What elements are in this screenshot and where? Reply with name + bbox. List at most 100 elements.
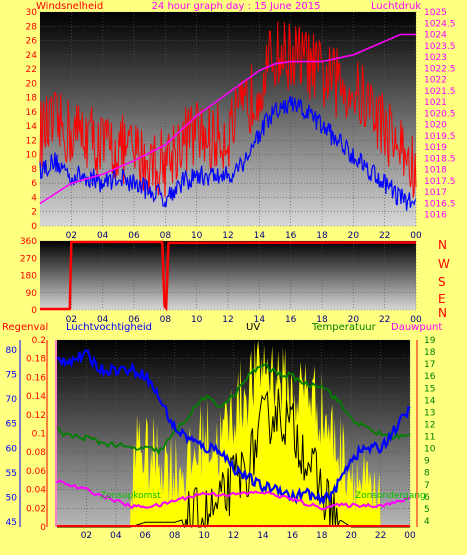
rain-y-tick: 0.1 <box>32 430 46 440</box>
multi-x-tick: 04 <box>110 531 122 541</box>
temperature-y-tick: 15 <box>424 384 435 394</box>
temperature-y-tick: 9 <box>424 457 430 467</box>
multi-x-tick: 02 <box>81 531 92 541</box>
pressure-y-tick: 1022 <box>424 76 447 86</box>
humidity-series <box>56 349 411 506</box>
rain-y-tick: 0.08 <box>26 448 46 458</box>
wind-y-tick: 18 <box>26 94 38 104</box>
direction-series-group <box>40 240 417 312</box>
sunrise-label: Zonsopkomst <box>100 491 161 501</box>
multi-x-tick: 16 <box>287 531 299 541</box>
pressure-y-tick: 1016 <box>424 211 447 221</box>
pressure-y-tick: 1020 <box>424 121 447 131</box>
compass-w: W <box>438 257 450 271</box>
temperature-y-tick: 16 <box>424 372 436 382</box>
compass-s: S <box>438 275 446 289</box>
rain-y-tick: 0.06 <box>26 467 46 477</box>
direction-x-tick: 14 <box>254 315 266 325</box>
multi-x-tick: 10 <box>198 531 210 541</box>
direction-x-tick: 04 <box>97 315 109 325</box>
direction-x-tick: 00 <box>410 315 422 325</box>
rain-y-tick: 0.04 <box>26 486 46 496</box>
humidity-y-tick: 80 <box>6 346 18 356</box>
direction-y-tick: 180 <box>20 272 37 282</box>
dewpoint-series <box>56 479 411 511</box>
temperature-series <box>56 362 411 456</box>
temperature-y-tick: 4 <box>424 517 430 527</box>
wind-x-axis: 02 04 06 08 10 12 14 16 18 20 22 00 <box>66 231 422 241</box>
wind-x-tick: 06 <box>128 231 140 241</box>
direction-x-tick: 20 <box>348 315 360 325</box>
pressure-y-tick: 1019.5 <box>424 132 456 142</box>
wind-x-tick: 22 <box>379 231 390 241</box>
humidity-y-tick: 65 <box>6 420 17 430</box>
temperature-y-tick: 17 <box>424 360 435 370</box>
humidity-y-tick: 60 <box>6 444 18 454</box>
direction-x-tick: 10 <box>191 315 203 325</box>
wind-x-tick: 02 <box>66 231 77 241</box>
temperature-y-tick: 13 <box>424 408 435 418</box>
rain-y-tick: 0.02 <box>26 504 46 514</box>
temperature-y-tick: 5 <box>424 505 430 515</box>
pressure-y-tick: 1025 <box>424 8 447 18</box>
direction-y-tick: 360 <box>20 237 37 247</box>
wind-x-tick: 16 <box>285 231 297 241</box>
wind-y-tick: 2 <box>31 208 37 218</box>
wind-y-tick: 16 <box>26 108 38 118</box>
wind-direction-series <box>40 240 417 312</box>
multi-x-tick: 14 <box>257 531 269 541</box>
wind-x-tick: 18 <box>316 231 328 241</box>
direction-x-tick: 16 <box>285 315 297 325</box>
temperature-y-tick: 10 <box>424 445 436 455</box>
wind-y-tick: 28 <box>26 22 38 32</box>
compass-n-bottom: N <box>438 306 447 320</box>
direction-grid <box>40 240 417 311</box>
pressure-y-tick: 1018.5 <box>424 154 456 164</box>
temperature-y-tick: 12 <box>424 420 435 430</box>
rain-y-tick: 0 <box>40 523 46 533</box>
wind-y-tick: 0 <box>31 222 37 232</box>
pressure-series <box>39 33 416 205</box>
humidity-y-tick: 70 <box>6 395 18 405</box>
wind-x-tick: 04 <box>97 231 109 241</box>
multi-x-tick: 12 <box>228 531 239 541</box>
wind-y-tick: 24 <box>26 51 38 61</box>
wind-series-group <box>39 21 417 211</box>
multi-x-tick: 22 <box>375 531 386 541</box>
pressure-y-tick: 1022.5 <box>424 64 456 74</box>
wind-x-tick: 00 <box>410 231 422 241</box>
multi-axes: 0 0.02 0.04 0.06 0.08 0.1 0.12 0.14 0.16 0.18 0.2 4… <box>6 336 436 533</box>
direction-x-tick: 22 <box>379 315 390 325</box>
wind-x-tick: 10 <box>191 231 203 241</box>
pressure-label: Luchtdruk <box>371 1 421 12</box>
direction-plot-area <box>40 241 416 310</box>
temperature-y-tick: 7 <box>424 481 430 491</box>
multi-series-group <box>56 340 411 529</box>
direction-x-tick: 12 <box>222 315 233 325</box>
legend-regenval: Regenval <box>2 322 48 333</box>
humidity-y-tick: 50 <box>6 493 18 503</box>
wind-average-series <box>39 96 417 211</box>
humidity-y-tick: 75 <box>6 370 17 380</box>
wind-y-tick: 4 <box>31 193 37 203</box>
temperature-y-tick: 8 <box>424 469 430 479</box>
pressure-y-tick: 1023 <box>424 53 447 63</box>
humidity-y-tick: 55 <box>6 469 17 479</box>
wind-y-tick: 30 <box>26 8 38 18</box>
compass-e: E <box>438 292 446 306</box>
pressure-y-tick: 1021 <box>424 98 447 108</box>
rain-y-tick: 0.16 <box>26 373 46 383</box>
temperature-y-tick: 18 <box>424 348 436 358</box>
multi-x-tick: 08 <box>169 531 181 541</box>
compass-n-top: N <box>438 238 447 252</box>
multi-x-axis: 02 04 06 08 10 12 14 16 18 20 22 00 <box>81 531 416 541</box>
wind-x-tick: 08 <box>160 231 172 241</box>
chart-title: 24 hour graph day : 15 June 2015 <box>152 1 321 12</box>
wind-y-tick: 20 <box>26 79 38 89</box>
